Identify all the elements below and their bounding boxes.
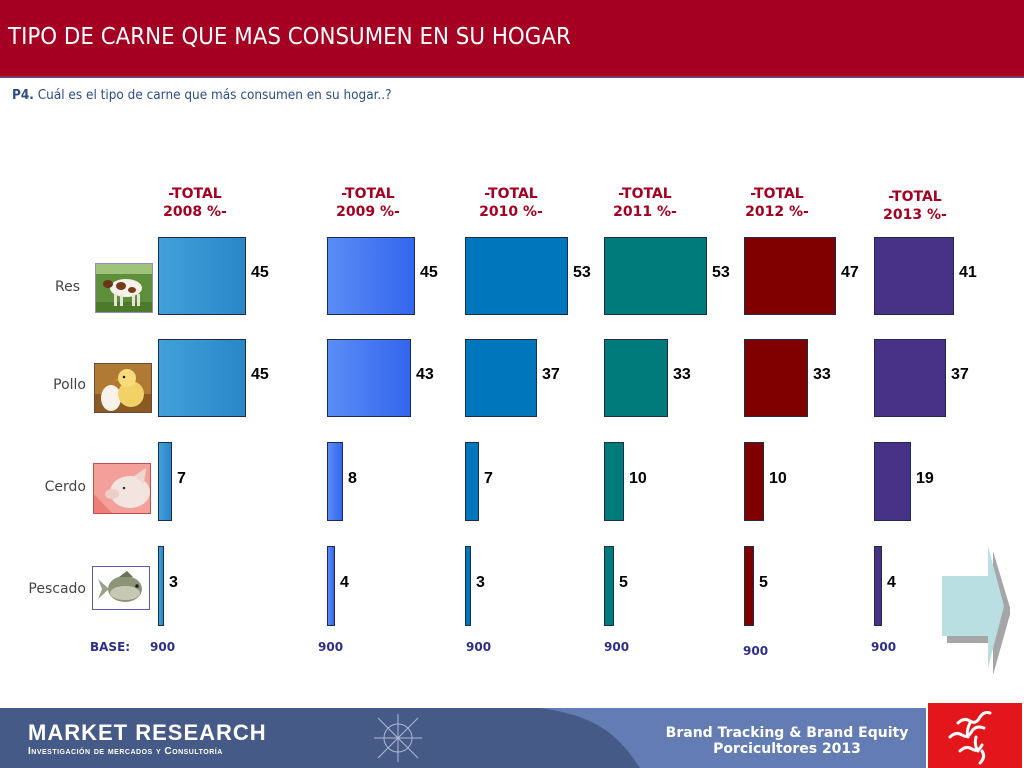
data-label-pescado-1: 4 [340, 574, 349, 591]
bar-cerdo-2 [465, 442, 479, 521]
header-bar: TIPO DE CARNE QUE MAS CONSUMEN EN SU HOG… [0, 0, 1024, 78]
bar-pescado-5 [874, 546, 882, 626]
bar-pescado-3 [604, 546, 614, 626]
company-tagline: Investigación de mercados y Consultoría [28, 746, 223, 757]
data-label-pescado-5: 4 [887, 574, 896, 591]
data-label-pollo-5: 37 [951, 366, 969, 383]
pig-photo-icon [93, 463, 151, 514]
question-number: P4. [12, 88, 34, 103]
bar-cerdo-5 [874, 442, 911, 521]
data-label-pescado-4: 5 [759, 574, 768, 591]
column-header-2: -TOTAL 2010 %- [456, 185, 566, 221]
question-text: P4. Cuál es el tipo de carne que más con… [12, 88, 392, 103]
bar-res-0 [158, 237, 246, 315]
bar-pollo-3 [604, 339, 668, 417]
column-header-line1: -TOTAL [618, 186, 672, 202]
page-title: TIPO DE CARNE QUE MAS CONSUMEN EN SU HOG… [8, 24, 571, 50]
bar-pollo-5 [874, 339, 946, 417]
column-header-5: -TOTAL 2013 %- [860, 188, 970, 224]
bar-pescado-2 [465, 546, 471, 626]
data-label-res-3: 53 [712, 264, 730, 281]
base-value-0: 900 [150, 640, 176, 654]
column-header-line2: 2010 %- [479, 204, 543, 220]
data-label-res-4: 47 [841, 264, 859, 281]
cow-photo-icon [95, 263, 153, 313]
bar-pescado-1 [327, 546, 335, 626]
question-body: Cuál es el tipo de carne que más consume… [37, 88, 392, 103]
bar-pollo-2 [465, 339, 537, 417]
bar-cerdo-0 [158, 442, 172, 521]
column-header-line2: 2013 %- [883, 207, 947, 223]
data-label-res-0: 45 [251, 264, 269, 281]
brand-line-1: Brand Tracking & Brand Equity [665, 725, 909, 741]
base-value-2: 900 [466, 640, 492, 654]
data-label-pollo-4: 33 [813, 366, 831, 383]
data-label-pescado-2: 3 [476, 574, 485, 591]
data-label-pollo-1: 43 [416, 366, 434, 383]
next-slide-arrow-icon[interactable] [940, 544, 1011, 675]
base-value-1: 900 [318, 640, 344, 654]
bar-pollo-4 [744, 339, 808, 417]
column-header-line1: -TOTAL [168, 186, 222, 202]
data-label-cerdo-4: 10 [769, 469, 787, 487]
bar-res-5 [874, 237, 954, 315]
data-label-cerdo-3: 10 [629, 469, 647, 487]
bar-res-1 [327, 237, 415, 315]
base-value-5: 900 [871, 640, 897, 654]
bar-pescado-0 [158, 546, 164, 626]
footer-banner: MARKET RESEARCH Investigación de mercado… [0, 708, 926, 768]
column-header-4: -TOTAL 2012 %- [722, 185, 832, 221]
column-header-1: -TOTAL 2009 %- [313, 185, 423, 221]
bar-pollo-1 [327, 339, 411, 417]
bar-res-3 [604, 237, 707, 315]
data-label-cerdo-1: 8 [348, 469, 357, 487]
data-label-pescado-0: 3 [169, 574, 178, 591]
data-label-pollo-2: 37 [542, 366, 560, 383]
bar-res-4 [744, 237, 836, 315]
company-name: MARKET RESEARCH [28, 720, 267, 745]
data-label-cerdo-0: 7 [177, 469, 186, 487]
data-label-res-5: 41 [959, 264, 977, 281]
bar-res-2 [465, 237, 568, 315]
column-header-line1: -TOTAL [888, 189, 942, 205]
column-header-line1: -TOTAL [484, 186, 538, 202]
column-header-line1: -TOTAL [750, 186, 804, 202]
bar-pescado-4 [744, 546, 754, 626]
column-header-3: -TOTAL 2011 %- [590, 185, 700, 221]
column-header-0: -TOTAL 2008 %- [140, 185, 250, 221]
bar-pollo-0 [158, 339, 246, 417]
data-label-pollo-0: 45 [251, 366, 269, 383]
base-value-3: 900 [604, 640, 630, 654]
column-header-line1: -TOTAL [341, 186, 395, 202]
bar-cerdo-3 [604, 442, 624, 521]
brand-line-2: Porcicultores 2013 [713, 741, 861, 757]
column-header-line2: 2011 %- [613, 204, 677, 220]
row-label-cerdo: Cerdo [44, 479, 86, 495]
column-header-line2: 2009 %- [336, 204, 400, 220]
row-label-pescado: Pescado [28, 581, 86, 597]
bar-cerdo-1 [327, 442, 343, 521]
bar-cerdo-4 [744, 442, 764, 521]
fish-photo-icon [92, 566, 150, 610]
row-label-res: Res [54, 279, 80, 295]
base-label: BASE: [90, 640, 131, 654]
porcicultores-logo-icon [928, 703, 1022, 768]
base-value-4: 900 [743, 644, 769, 658]
column-header-line2: 2012 %- [745, 204, 809, 220]
data-label-pescado-3: 5 [619, 574, 628, 591]
data-label-pollo-3: 33 [673, 366, 691, 383]
data-label-res-1: 45 [420, 264, 438, 281]
column-header-line2: 2008 %- [163, 204, 227, 220]
data-label-res-2: 53 [573, 264, 591, 281]
data-label-cerdo-2: 7 [484, 469, 493, 487]
chick-photo-icon [94, 363, 152, 413]
data-label-cerdo-5: 19 [916, 469, 934, 487]
row-label-pollo: Pollo [53, 377, 86, 393]
